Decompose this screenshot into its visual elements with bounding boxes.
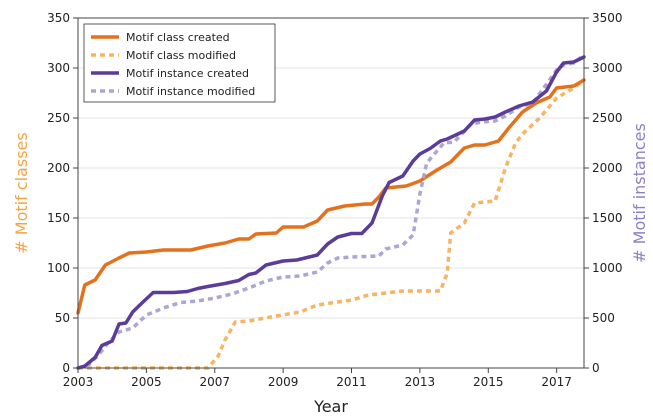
right-y-tick-label: 1500 <box>592 211 623 225</box>
left-y-tick-label: 150 <box>47 211 70 225</box>
series-motif-instance-modified <box>77 53 586 370</box>
right-y-tick-label: 3500 <box>592 11 623 25</box>
x-tick-label: 2005 <box>131 375 162 389</box>
left-y-tick-label: 100 <box>47 261 70 275</box>
x-tick-label: 2007 <box>199 375 230 389</box>
left-y-tick-label: 0 <box>62 361 70 375</box>
left-y-tick-label: 250 <box>47 111 70 125</box>
legend-label: Motif class created <box>126 31 230 44</box>
x-tick-label: 2015 <box>473 375 504 389</box>
right-y-tick-label: 0 <box>592 361 600 375</box>
x-tick-label: 2017 <box>541 375 572 389</box>
right-y-tick-label: 1000 <box>592 261 623 275</box>
axis-ticks: 0501001502002503003500500100015002000250… <box>47 11 622 389</box>
right-y-axis-title: # Motif instances <box>630 123 649 263</box>
x-tick-label: 2011 <box>336 375 367 389</box>
left-y-axis-title: # Motif classes <box>12 132 31 253</box>
left-y-tick-label: 350 <box>47 11 70 25</box>
gridlines <box>78 67 584 319</box>
legend: Motif class created Motif class modified M… <box>83 23 276 103</box>
right-y-tick-label: 2000 <box>592 161 623 175</box>
right-y-tick-label: 500 <box>592 311 615 325</box>
series-motif-instance-created <box>76 55 586 370</box>
right-y-tick-label: 3000 <box>592 61 623 75</box>
plot-frame <box>77 17 585 369</box>
legend-label: Motif instance modified <box>126 85 255 98</box>
left-y-tick-label: 300 <box>47 61 70 75</box>
left-y-tick-label: 200 <box>47 161 70 175</box>
x-tick-label: 2003 <box>63 375 94 389</box>
legend-label: Motif class modified <box>126 49 236 62</box>
series-motif-class-created <box>76 78 586 315</box>
x-tick-label: 2013 <box>405 375 436 389</box>
data-series <box>76 53 586 370</box>
legend-label: Motif instance created <box>126 67 249 80</box>
right-y-tick-label: 2500 <box>592 111 623 125</box>
series-motif-class-modified <box>78 78 586 370</box>
left-y-tick-label: 50 <box>55 311 70 325</box>
x-axis-title: Year <box>313 397 348 416</box>
x-tick-label: 2009 <box>268 375 299 389</box>
